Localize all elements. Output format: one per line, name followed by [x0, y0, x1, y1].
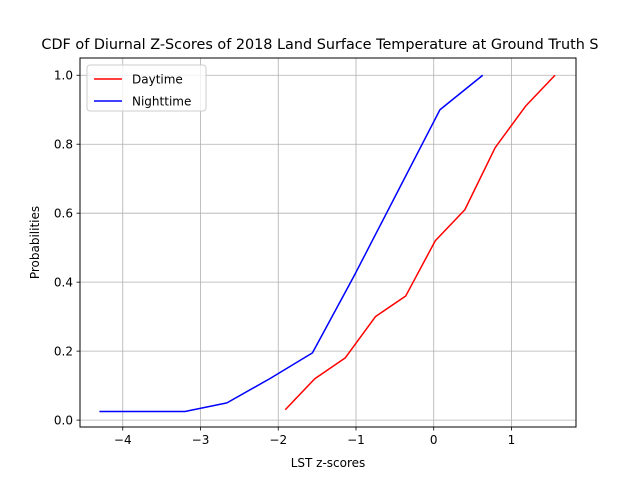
x-tick-label: 1 — [508, 433, 516, 447]
y-tick-label: 1.0 — [54, 69, 73, 83]
x-tick-label: 0 — [430, 433, 438, 447]
series-line-nighttime — [99, 74, 484, 413]
legend: Daytime Nighttime — [86, 64, 207, 112]
legend-box — [86, 64, 207, 112]
grid-layer — [80, 58, 576, 427]
y-tick-label: 0.2 — [54, 344, 73, 358]
chart-title: CDF of Diurnal Z-Scores of 2018 Land Sur… — [41, 37, 598, 53]
plot-frame — [79, 57, 577, 428]
x-tick-label: −4 — [114, 433, 132, 447]
series-layer — [99, 74, 556, 413]
series-line-daytime — [284, 74, 556, 411]
legend-label-nighttime: Nighttime — [132, 94, 191, 108]
y-axis-label: Probabilities — [28, 206, 42, 279]
x-tick-label: −2 — [269, 433, 287, 447]
y-tick-label: 0.8 — [54, 138, 73, 152]
x-tick-label: −1 — [347, 433, 365, 447]
y-tick-label: 0.0 — [54, 413, 73, 427]
x-axis-label: LST z-scores — [291, 456, 366, 470]
x-tick-label: −3 — [192, 433, 210, 447]
y-tick-label: 0.4 — [54, 275, 73, 289]
tick-layer: −4 −3 −2 −1 0 1 0.0 0.2 0.4 0.6 0.8 1.0 — [54, 69, 515, 447]
y-tick-label: 0.6 — [54, 206, 73, 220]
legend-label-daytime: Daytime — [132, 72, 183, 86]
